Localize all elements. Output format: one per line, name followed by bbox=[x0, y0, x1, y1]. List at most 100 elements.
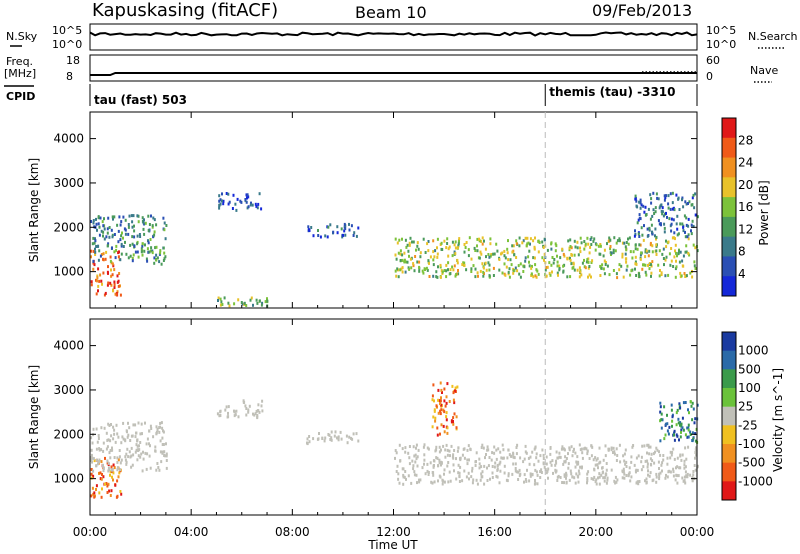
velocity-cell-4 bbox=[541, 448, 544, 452]
power-cell-3 bbox=[342, 233, 345, 237]
velocity-cell-4 bbox=[448, 470, 451, 474]
power-cell-4 bbox=[583, 265, 586, 269]
velocity-cell-4 bbox=[636, 468, 639, 472]
velocity-cell-6 bbox=[677, 421, 680, 425]
power-cell-4 bbox=[657, 263, 660, 267]
power-colorbar-band-3 bbox=[722, 177, 736, 198]
power-cell-1 bbox=[140, 247, 143, 251]
velocity-cell-1 bbox=[102, 469, 105, 473]
velocity-cell-4 bbox=[631, 445, 634, 449]
power-cell-0 bbox=[110, 274, 113, 278]
velocity-cell-1 bbox=[158, 430, 161, 434]
power-cell-4 bbox=[528, 249, 531, 253]
velocity-cell-4 bbox=[536, 482, 539, 486]
velocity-cell-4 bbox=[480, 472, 483, 476]
velocity-cell-4 bbox=[675, 473, 678, 477]
power-cell-4 bbox=[573, 268, 576, 272]
power-cell-4 bbox=[621, 255, 624, 259]
power-cell-4 bbox=[521, 241, 524, 245]
velocity-cell-5 bbox=[446, 431, 449, 435]
velocity-cell-1 bbox=[108, 424, 111, 427]
power-cell-1 bbox=[111, 246, 113, 250]
power-cell-5 bbox=[649, 193, 652, 197]
power-cell-6 bbox=[252, 303, 254, 307]
power-cell-5 bbox=[660, 203, 663, 207]
power-cell-4 bbox=[573, 253, 576, 257]
power-cell-1 bbox=[130, 214, 133, 218]
power-cell-4 bbox=[590, 261, 593, 264]
velocity-cell-4 bbox=[534, 445, 537, 449]
velocity-cell-1 bbox=[92, 427, 95, 431]
velocity-cell-1 bbox=[118, 449, 121, 452]
power-cell-4 bbox=[599, 264, 602, 268]
power-cell-4 bbox=[644, 250, 647, 254]
velocity-cell-0 bbox=[109, 470, 112, 474]
power-cell-4 bbox=[644, 255, 647, 259]
power-cell-2 bbox=[254, 202, 257, 206]
velocity-cell-4 bbox=[486, 466, 488, 470]
power-cell-4 bbox=[625, 268, 628, 272]
velocity-cell-4 bbox=[448, 449, 451, 453]
velocity-cell-1 bbox=[148, 442, 150, 446]
velocity-cell-4 bbox=[603, 476, 606, 480]
power-cell-3 bbox=[348, 222, 350, 226]
velocity-cell-2 bbox=[245, 413, 248, 417]
velocity-cell-4 bbox=[416, 464, 419, 468]
velocity-cell-4 bbox=[472, 478, 475, 482]
power-cell-3 bbox=[307, 228, 310, 232]
velocity-cell-1 bbox=[95, 427, 98, 431]
power-cell-1 bbox=[153, 233, 156, 237]
power-cell-3 bbox=[353, 231, 356, 235]
velocity-cell-4 bbox=[590, 444, 593, 448]
velocity-cell-1 bbox=[127, 433, 130, 437]
power-cell-4 bbox=[566, 275, 569, 279]
power-cell-5 bbox=[687, 202, 689, 205]
power-cell-1 bbox=[113, 215, 116, 219]
velocity-cell-4 bbox=[679, 466, 682, 470]
velocity-cell-0 bbox=[106, 461, 109, 465]
velocity-cell-4 bbox=[574, 481, 577, 485]
velocity-cell-4 bbox=[481, 470, 484, 474]
power-cell-5 bbox=[639, 198, 642, 202]
velocity-cell-1 bbox=[98, 458, 101, 462]
velocity-cell-4 bbox=[513, 456, 516, 460]
power-cell-0 bbox=[115, 293, 118, 297]
velocity-cell-3 bbox=[329, 438, 332, 441]
power-cell-6 bbox=[261, 301, 264, 305]
velocity-cell-5 bbox=[437, 411, 440, 415]
velocity-cell-4 bbox=[404, 446, 407, 450]
power-cell-4 bbox=[436, 246, 438, 250]
power-cell-4 bbox=[680, 274, 683, 278]
power-cell-0 bbox=[113, 268, 116, 272]
velocity-cell-2 bbox=[244, 404, 247, 408]
power-cell-1 bbox=[95, 217, 97, 221]
velocity-cell-4 bbox=[570, 445, 573, 449]
power-cell-4 bbox=[454, 240, 457, 244]
power-cell-5 bbox=[667, 206, 670, 210]
power-cell-4 bbox=[498, 268, 501, 272]
power-cell-1 bbox=[112, 217, 114, 221]
velocity-cell-2 bbox=[247, 410, 250, 414]
velocity-cell-1 bbox=[119, 468, 122, 472]
power-cell-5 bbox=[662, 214, 665, 218]
power-cell-4 bbox=[658, 249, 661, 253]
power-cell-1 bbox=[122, 245, 125, 248]
velocity-cell-3 bbox=[337, 436, 340, 440]
power-cell-4 bbox=[443, 269, 446, 272]
velocity-cell-4 bbox=[592, 458, 595, 462]
power-cell-4 bbox=[661, 252, 664, 256]
velocity-cell-5 bbox=[453, 401, 456, 405]
velocity-cell-4 bbox=[576, 474, 579, 478]
power-cell-4 bbox=[687, 251, 690, 255]
velocity-cell-6 bbox=[680, 424, 683, 428]
power-cell-4 bbox=[482, 266, 485, 270]
velocity-cell-2 bbox=[253, 413, 256, 417]
power-cell-0 bbox=[97, 284, 100, 288]
velocity-cell-4 bbox=[402, 482, 405, 486]
power-cell-0 bbox=[119, 284, 121, 288]
power-cell-1 bbox=[147, 229, 150, 232]
velocity-cell-4 bbox=[564, 455, 567, 459]
velocity-cell-0 bbox=[90, 476, 93, 480]
power-cell-5 bbox=[670, 222, 673, 226]
velocity-cell-4 bbox=[478, 462, 481, 466]
